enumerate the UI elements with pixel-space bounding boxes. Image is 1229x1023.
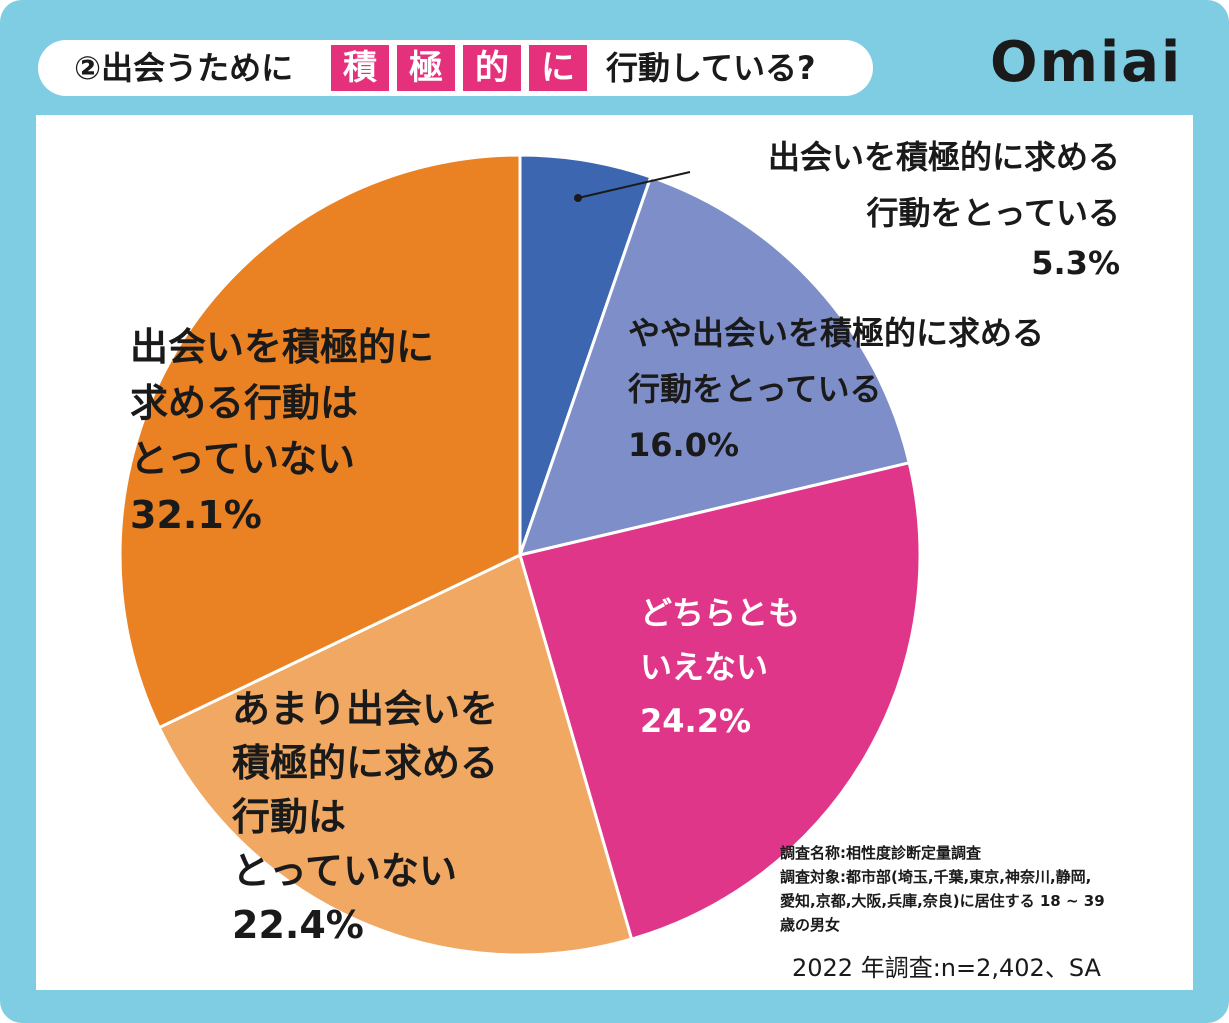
slice-label-line: あまり出会いを	[232, 687, 498, 731]
highlight-char-3: 的	[463, 45, 521, 91]
slice-value-label: 22.4%	[232, 903, 364, 947]
slice-label-line: いえない	[640, 648, 768, 686]
slice-value-label: 24.2%	[640, 702, 751, 740]
pie-slice-not-very-active	[157, 552, 634, 957]
slice-label-line: やや出会いを積極的に求める	[628, 314, 1044, 352]
footnote-line-4: 歳の男女	[780, 916, 841, 934]
highlight-char-4: に	[529, 45, 587, 91]
slice-label-line: 行動は	[232, 795, 346, 839]
highlight-char-1: 積	[331, 45, 389, 91]
slice-label-line: 求める行動は	[130, 381, 358, 425]
title-banner: ②出会うために 積 極 的 に 行動している?	[38, 40, 873, 96]
pie-slice-not-active	[118, 153, 522, 730]
footnote-line-1: 調査名称:相性度診断定量調査	[780, 844, 981, 862]
brand-logo: Omiai	[990, 30, 1183, 95]
slice-label-line: 行動をとっている	[867, 194, 1120, 232]
highlight-char-2: 極	[397, 45, 455, 91]
slice-label-line: 積極的に求める	[232, 741, 498, 785]
slice-value-label: 32.1%	[130, 493, 262, 537]
footnote-line-2: 調査対象:都市部(埼玉,千葉,東京,神奈川,静岡,	[780, 868, 1092, 886]
leader-dot	[574, 194, 582, 202]
footnote-line-3: 愛知,京都,大阪,兵庫,奈良)に居住する 18 ~ 39	[780, 892, 1105, 910]
slice-label-line: 出会いを積極的に求める	[768, 138, 1120, 176]
leader-line	[577, 171, 691, 199]
slice-label-line: とっていない	[130, 437, 355, 481]
slice-label-line: 出会いを積極的に	[130, 325, 434, 369]
slice-value-label: 5.3%	[1031, 244, 1120, 282]
pie-slice-neutral	[518, 461, 922, 941]
slice-label-line: 行動をとっている	[628, 370, 881, 408]
slice-label-line: どちらとも	[640, 594, 800, 632]
title-prefix: ②出会うために	[74, 49, 294, 87]
slice-value-label: 16.0%	[628, 426, 739, 464]
pie-slice-somewhat-active	[517, 175, 912, 558]
slice-label-line: とっていない	[232, 849, 457, 893]
title-suffix: 行動している?	[606, 49, 816, 87]
survey-info: 2022 年調査:n=2,402、SA	[792, 954, 1101, 982]
